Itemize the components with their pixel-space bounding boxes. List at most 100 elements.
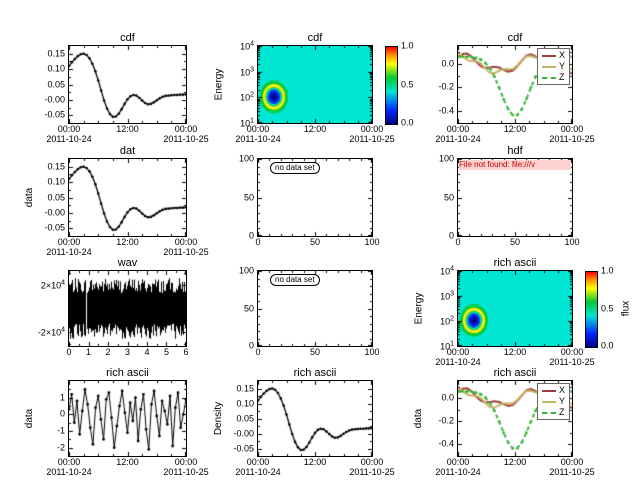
y-tick-label: 0.15 bbox=[236, 383, 254, 393]
y-tick-exponent: 4 bbox=[61, 279, 65, 287]
plot-title: cdf bbox=[120, 32, 135, 44]
plot-area-r3c3[interactable] bbox=[458, 271, 572, 346]
x-tick-label: 12:00 bbox=[303, 124, 327, 134]
legend-item-label: Z bbox=[558, 72, 565, 82]
legend-item: X bbox=[541, 50, 565, 60]
y-axis-label: data bbox=[412, 381, 426, 456]
y-tick-label: 0 bbox=[448, 230, 454, 241]
x-tick-label: 00:00 bbox=[57, 237, 81, 247]
y-tick-label: 0 bbox=[248, 340, 254, 351]
plot-area-r3c1[interactable] bbox=[69, 271, 186, 346]
x-axis-date-left: 2011-10-24 bbox=[435, 134, 481, 144]
x-tick-label: 00:00 bbox=[446, 347, 470, 357]
plot-title: cdf bbox=[507, 32, 523, 44]
x-axis-date-right: 2011-10-25 bbox=[349, 467, 395, 477]
legend-item: Z bbox=[541, 408, 565, 417]
plot-r4c2[interactable]: rich ascii Density 0.15 0.10 0.05 -0.00 -0.05 0… bbox=[214, 367, 395, 477]
y-tick-exponent: 3 bbox=[450, 290, 454, 298]
plot-r1c2[interactable]: cdf Energy 104 103 102 101 00:00 12:00 00:00 2011… bbox=[214, 32, 414, 144]
y-tick-label: -0.4 bbox=[438, 105, 454, 116]
x-tick-label: 00:00 bbox=[446, 457, 470, 467]
error-message: File not found: file:///v bbox=[459, 160, 571, 170]
y-tick-label: 103 bbox=[440, 290, 454, 301]
y-tick-label: -2×104 bbox=[38, 326, 65, 337]
y-tick-exponent: 4 bbox=[250, 40, 254, 48]
y-tick-label: 0.10 bbox=[47, 176, 65, 187]
x-axis-date-left: 2011-10-24 bbox=[46, 467, 92, 477]
plot-area-r4c2[interactable] bbox=[258, 381, 372, 456]
legend-item: Y bbox=[541, 396, 565, 406]
y-tick-label: -0.00 bbox=[44, 207, 65, 218]
plot-title: wav bbox=[117, 257, 138, 269]
y-tick-base: 10 bbox=[240, 67, 251, 78]
plot-area-r2c1[interactable] bbox=[69, 159, 186, 236]
x-tick-label: 12:00 bbox=[116, 237, 139, 247]
y-axis-label-text: data bbox=[24, 187, 36, 208]
x-tick-label: 4 bbox=[144, 347, 150, 357]
y-tick-exponent: 1 bbox=[250, 117, 254, 125]
y-tick-label: 50 bbox=[243, 192, 254, 202]
plot-r3c3[interactable]: rich ascii Energy 104 103 102 101 00:00 12:00 00… bbox=[414, 257, 632, 367]
plot-area-r2c3[interactable] bbox=[458, 159, 572, 236]
y-axis-label: Density bbox=[212, 381, 226, 456]
y-tick-label: -0.2 bbox=[438, 81, 454, 92]
x-tick-label: 12:00 bbox=[503, 347, 527, 357]
legend-item-label: Y bbox=[558, 61, 565, 71]
plot-r4c3[interactable]: rich ascii data 0.0 -0.2 -0.4 00:00 12:00 00:00… bbox=[414, 367, 595, 477]
y-tick-label: 100 bbox=[238, 153, 254, 164]
plot-title: rich ascii bbox=[493, 367, 537, 379]
legend-line-sample bbox=[541, 54, 556, 57]
plot-r2c3[interactable]: hdf 100 50 0 0 50 100 File not found: file:///v bbox=[439, 145, 580, 247]
plot-area-r1c2[interactable] bbox=[258, 46, 372, 123]
legend-item-label: X bbox=[558, 385, 565, 395]
plot-r3c1[interactable]: wav 2×104 -2×104 0 1 2 3 4 5 6 bbox=[38, 257, 189, 357]
colorbar[interactable] bbox=[585, 271, 598, 348]
y-tick-label: -0.05 bbox=[233, 443, 254, 453]
y-tick-label: -0.2 bbox=[438, 415, 454, 426]
plot-title: hdf bbox=[507, 145, 523, 157]
y-tick-base: 10 bbox=[240, 92, 251, 103]
y-tick-label: 101 bbox=[240, 118, 254, 129]
legend-item-label: Y bbox=[558, 396, 565, 406]
y-tick-label: -0.00 bbox=[233, 428, 254, 438]
plot-title: rich ascii bbox=[493, 257, 537, 269]
y-tick-label: 0.05 bbox=[47, 192, 65, 202]
y-tick-label: 0.05 bbox=[236, 413, 254, 423]
plot-area-r1c1[interactable] bbox=[69, 46, 186, 123]
plot-area-r4c1[interactable] bbox=[69, 381, 186, 456]
y-tick-label: 0.0 bbox=[441, 58, 454, 69]
legend-item: X bbox=[541, 385, 565, 395]
y-tick-label: 50 bbox=[443, 192, 454, 202]
plot-r4c1[interactable]: rich ascii data 1 0 -1 -2 00:00 12:00 00:00 2011-… bbox=[25, 367, 209, 477]
y-tick-label: 103 bbox=[240, 66, 254, 77]
y-tick-label: 101 bbox=[440, 341, 454, 352]
x-axis-date-left: 2011-10-24 bbox=[435, 357, 481, 367]
y-axis-label-text: Energy bbox=[213, 68, 225, 101]
legend-item-label: X bbox=[558, 50, 565, 60]
x-axis-date-right: 2011-10-25 bbox=[163, 134, 209, 144]
y-axis-label: Energy bbox=[412, 271, 426, 346]
plot-title: rich ascii bbox=[106, 367, 149, 379]
x-axis-date-right: 2011-10-25 bbox=[549, 134, 595, 144]
y-tick-exponent: 4 bbox=[61, 326, 65, 334]
x-tick-label: 00:00 bbox=[57, 124, 81, 134]
plot-r2c1[interactable]: dat data 0.15 0.10 0.05 -0.00 -0.05 00:00 12:00 0… bbox=[25, 145, 209, 257]
plot-r3c2[interactable]: 100 50 0 0 50 100 no data set bbox=[239, 266, 380, 357]
y-tick-label: 104 bbox=[240, 41, 254, 52]
x-axis-date-right: 2011-10-25 bbox=[549, 357, 595, 367]
y-tick-label: -0.05 bbox=[44, 109, 65, 120]
y-axis-label: Energy bbox=[212, 46, 226, 123]
plot-r2c2[interactable]: 100 50 0 0 50 100 no data set bbox=[239, 154, 380, 247]
y-tick-exponent: 2 bbox=[450, 315, 454, 323]
plot-r1c3[interactable]: cdf 0.0 -0.2 -0.4 00:00 12:00 00:00 2011-10-24 2… bbox=[435, 32, 594, 144]
x-axis-date-right: 2011-10-25 bbox=[349, 134, 395, 144]
y-axis-label-text: Density bbox=[213, 401, 225, 436]
y-tick-base: 10 bbox=[240, 118, 251, 129]
y-tick-label: 0.10 bbox=[236, 398, 254, 408]
plot-r1c1[interactable]: cdf 0.15 0.10 0.05 -0.00 -0.05 00:00 12:00 00:00… bbox=[44, 32, 208, 144]
colorbar-tick-label: 0.5 bbox=[401, 79, 414, 89]
colorbar[interactable] bbox=[385, 46, 398, 125]
legend-line-sample bbox=[541, 65, 556, 68]
